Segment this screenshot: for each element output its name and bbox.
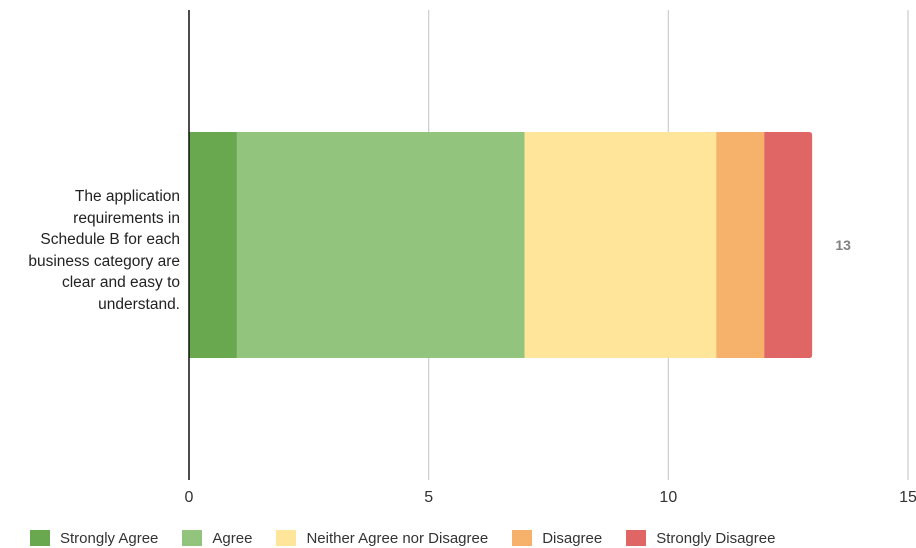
legend: Strongly Agree Agree Neither Agree nor D… — [30, 528, 775, 548]
legend-swatch-strongly-agree — [30, 530, 50, 546]
legend-item-strongly-disagree: Strongly Disagree — [626, 530, 775, 547]
x-tick-label-0: 0 — [185, 489, 194, 506]
legend-swatch-agree — [182, 530, 203, 546]
bar-segments — [189, 132, 813, 358]
legend-swatch-strongly-disagree — [626, 530, 647, 546]
x-tick-label-5: 5 — [424, 489, 433, 506]
bar-segment-disagree — [716, 132, 765, 358]
legend-label-strongly-agree: Strongly Agree — [60, 529, 159, 547]
legend-item-agree: Agree — [182, 530, 252, 547]
legend-item-strongly-agree: Strongly Agree — [30, 530, 158, 547]
total-labels: 13 — [835, 237, 851, 253]
legend-item-neither-agree-nor-disagree: Neither Agree nor Disagree — [276, 530, 488, 547]
legend-swatch-neither-agree-nor-disagree — [276, 530, 297, 546]
category-label: The application requirements in Schedule… — [28, 188, 180, 313]
bar-segment-agree — [236, 132, 525, 358]
bar-segment-strongly-disagree — [764, 132, 813, 358]
legend-label-agree: Agree — [212, 529, 253, 547]
x-tick-label-15: 15 — [899, 489, 916, 506]
legend-item-disagree: Disagree — [512, 530, 602, 547]
legend-label-neither-agree-nor-disagree: Neither Agree nor Disagree — [306, 529, 489, 547]
total-label: 13 — [835, 237, 851, 253]
x-axis-tick-labels: 0 5 10 15 — [185, 489, 916, 506]
legend-label-strongly-disagree: Strongly Disagree — [656, 529, 776, 547]
legend-label-disagree: Disagree — [542, 529, 603, 547]
bar-segment-strongly-agree — [189, 132, 237, 358]
legend-swatch-disagree — [512, 530, 533, 546]
x-tick-label-10: 10 — [659, 489, 677, 506]
bar-segment-neither-agree-nor-disagree — [524, 132, 717, 358]
